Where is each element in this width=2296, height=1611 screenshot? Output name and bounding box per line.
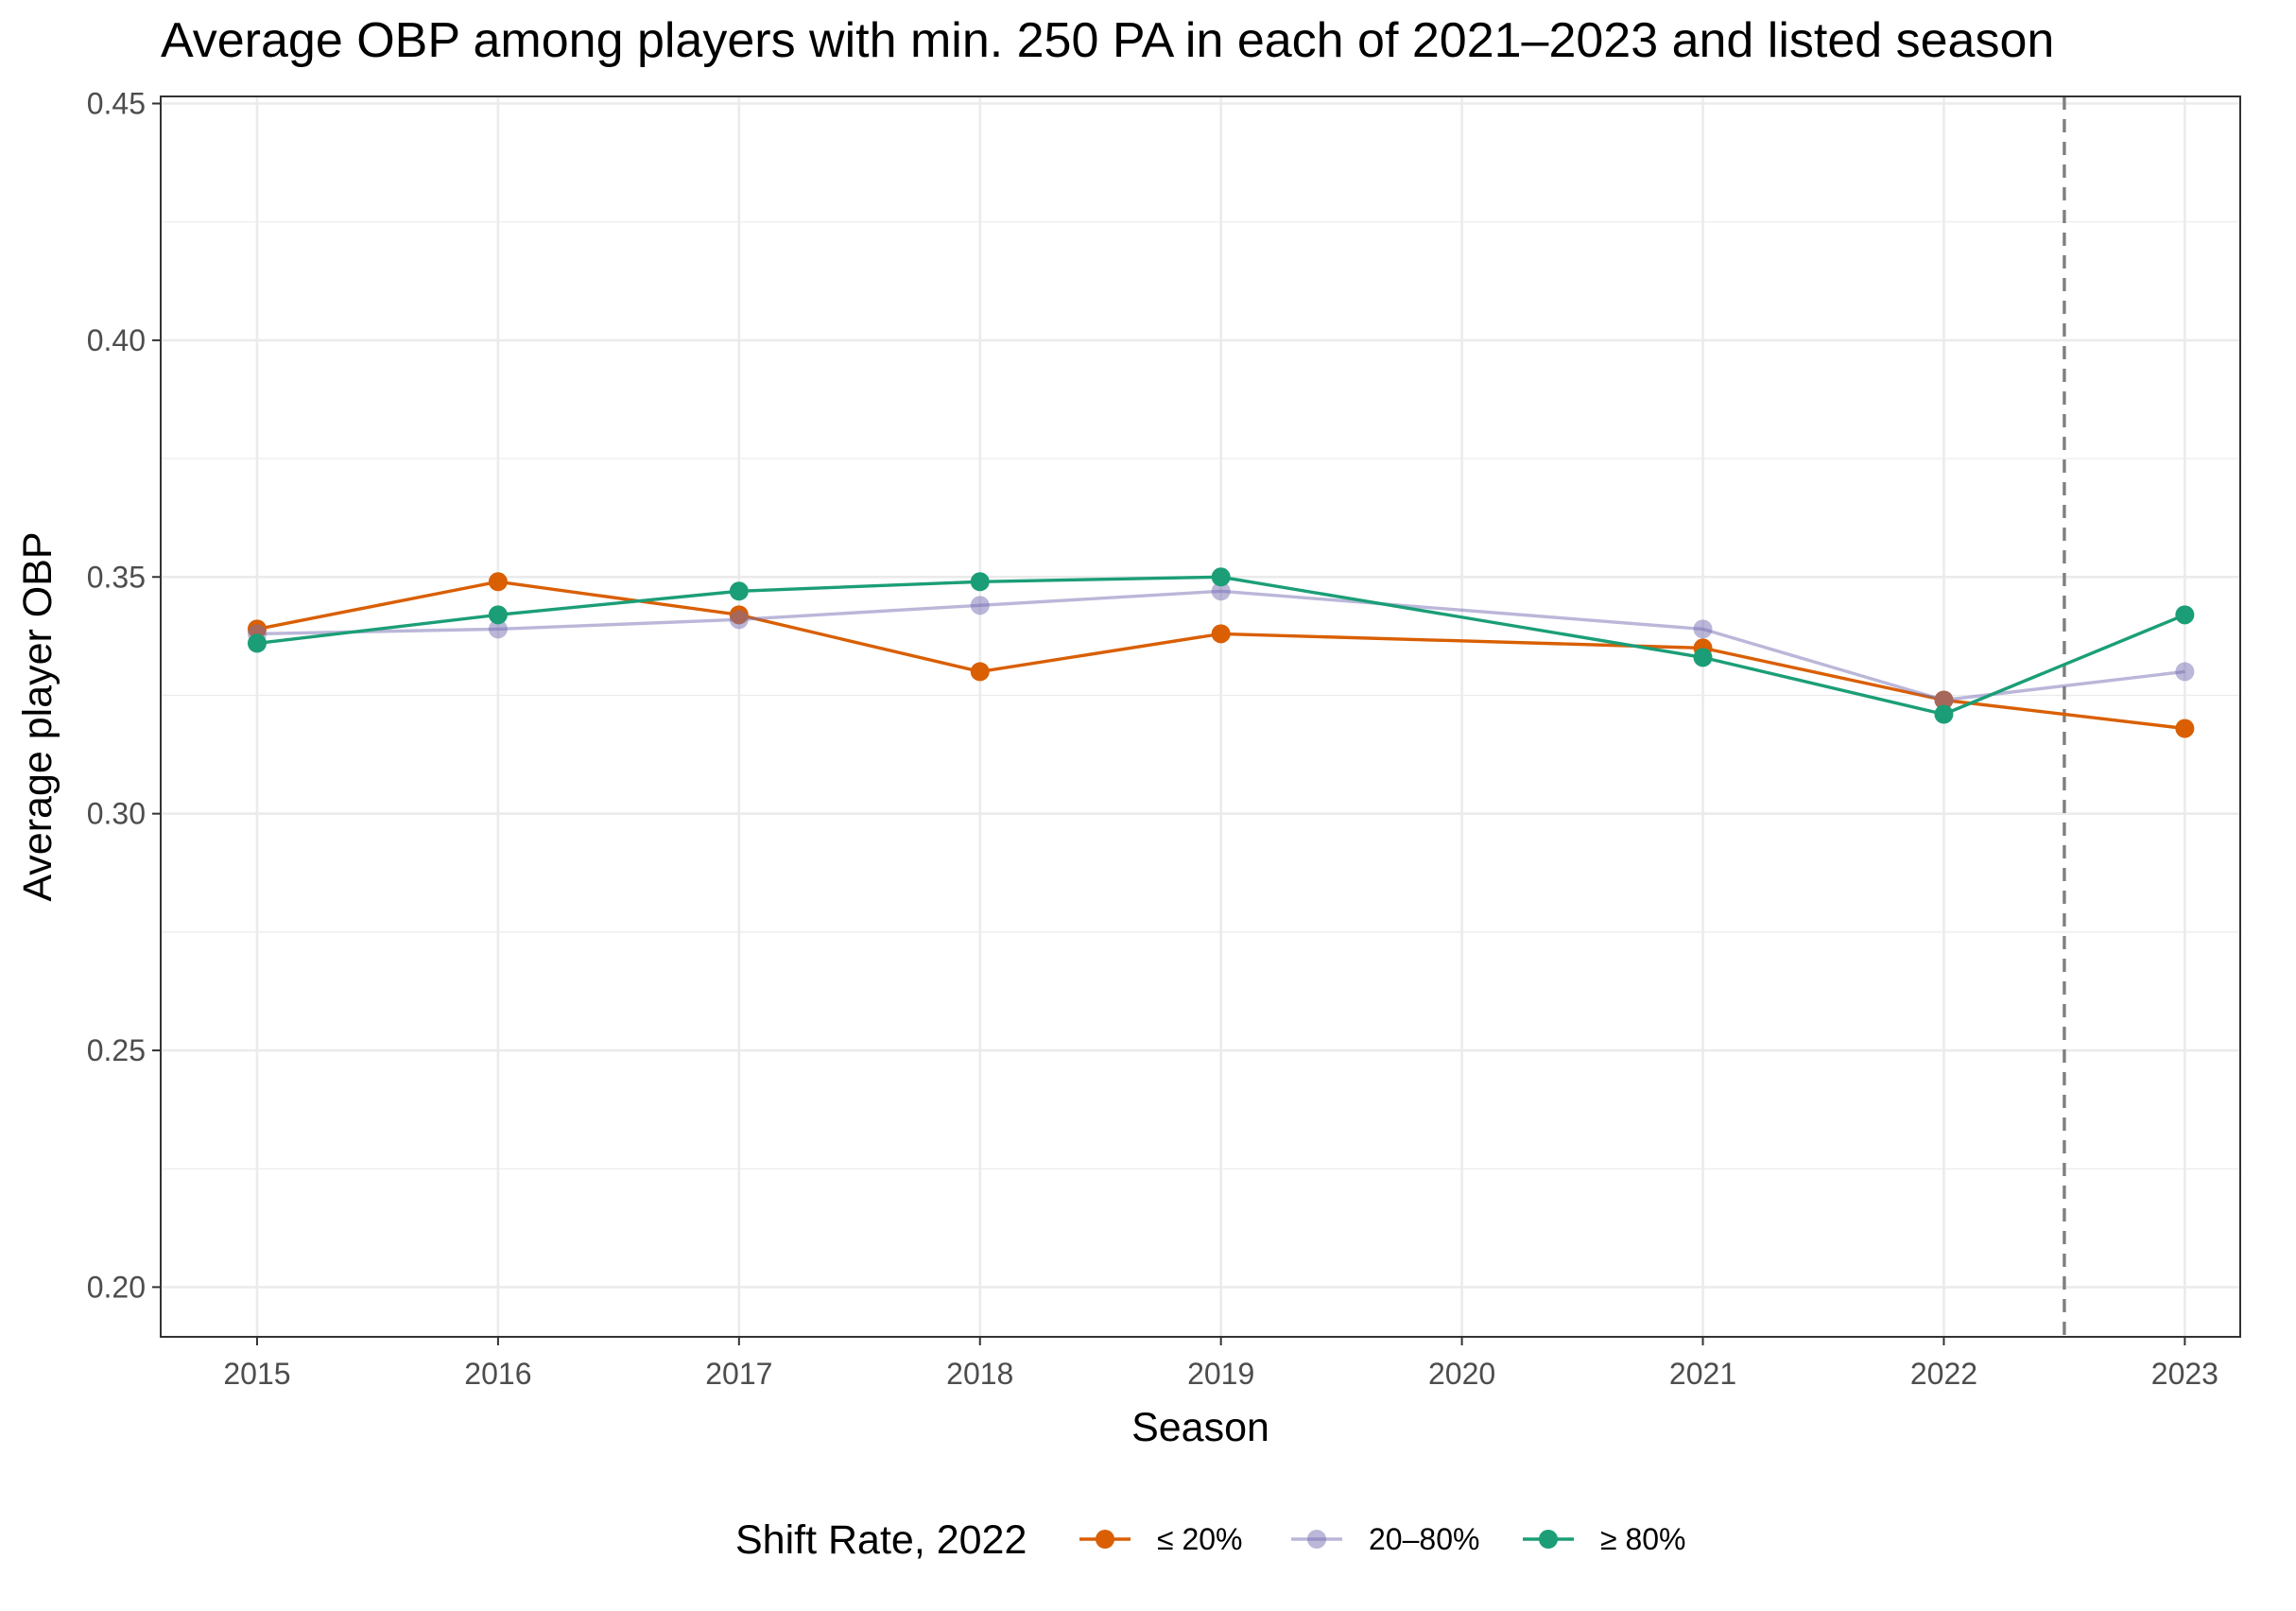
data-point-series-2 <box>729 581 749 601</box>
data-point-series-0 <box>2175 719 2195 738</box>
y-tick-label: 0.20 <box>87 1270 146 1304</box>
series-lines-layer <box>256 575 2186 731</box>
data-point-series-2 <box>1693 648 1713 667</box>
data-point-series-2 <box>2175 605 2195 625</box>
minor-gridlines <box>161 221 2240 1169</box>
legend-key-point <box>1539 1530 1558 1549</box>
data-point-series-2 <box>1211 567 1231 587</box>
data-point-series-2 <box>970 572 990 592</box>
y-tick-label: 0.25 <box>87 1033 146 1067</box>
legend-label: ≤ 20% <box>1157 1522 1243 1556</box>
data-point-series-0 <box>1211 624 1231 644</box>
x-tick-label: 2017 <box>705 1357 772 1391</box>
y-tick-label: 0.45 <box>87 87 146 121</box>
legend-label: ≥ 80% <box>1600 1522 1686 1556</box>
y-axis-title: Average player OBP <box>15 531 60 901</box>
data-point-series-2 <box>488 605 508 625</box>
series-line-2 <box>256 575 2186 717</box>
y-axis: 0.20 0.25 0.30 0.35 0.40 0.45 <box>87 87 161 1304</box>
data-point-series-1 <box>1934 690 1954 710</box>
data-point-series-0 <box>488 572 508 592</box>
series-points-layer <box>247 567 2195 738</box>
x-axis-title: Season <box>1131 1405 1269 1450</box>
data-point-series-2 <box>247 633 267 653</box>
data-point-series-1 <box>488 619 508 639</box>
legend-title: Shift Rate, 2022 <box>735 1517 1027 1563</box>
x-tick-label: 2018 <box>946 1357 1013 1391</box>
y-tick-label: 0.30 <box>87 797 146 831</box>
chart-title: Average OBP among players with min. 250 … <box>161 13 2054 68</box>
x-tick-label: 2023 <box>2151 1357 2218 1391</box>
data-point-series-1 <box>729 610 749 630</box>
data-point-series-1 <box>1211 581 1231 601</box>
data-point-series-0 <box>970 662 990 682</box>
data-point-series-1 <box>970 596 990 615</box>
plot-panel-border <box>160 95 2241 1338</box>
x-tick-label: 2019 <box>1187 1357 1254 1391</box>
legend-items: ≤ 20% 20–80% ≥ 80% <box>1079 1522 1686 1556</box>
series-line-0 <box>256 580 2185 731</box>
legend-key-point <box>1307 1530 1326 1549</box>
series-line-1 <box>256 589 2185 702</box>
x-axis: 2015 2016 2017 2018 2019 2020 2021 2022 2023 <box>223 1337 2218 1391</box>
data-point-series-1 <box>2175 662 2195 682</box>
data-point-series-1 <box>1693 619 1713 639</box>
data-point-series-2 <box>1934 704 1954 724</box>
legend: Shift Rate, 2022 ≤ 20% 20–80% ≥ 80% <box>735 1517 1686 1563</box>
x-tick-label: 2016 <box>464 1357 531 1391</box>
legend-key-point <box>1096 1530 1114 1549</box>
legend-label: 20–80% <box>1369 1522 1479 1556</box>
x-tick-label: 2022 <box>1910 1357 1977 1391</box>
y-tick-label: 0.40 <box>87 323 146 357</box>
x-tick-label: 2021 <box>1669 1357 1736 1391</box>
y-tick-label: 0.35 <box>87 560 146 594</box>
x-tick-label: 2015 <box>223 1357 290 1391</box>
major-gridlines <box>161 96 2240 1337</box>
x-tick-label: 2020 <box>1428 1357 1495 1391</box>
